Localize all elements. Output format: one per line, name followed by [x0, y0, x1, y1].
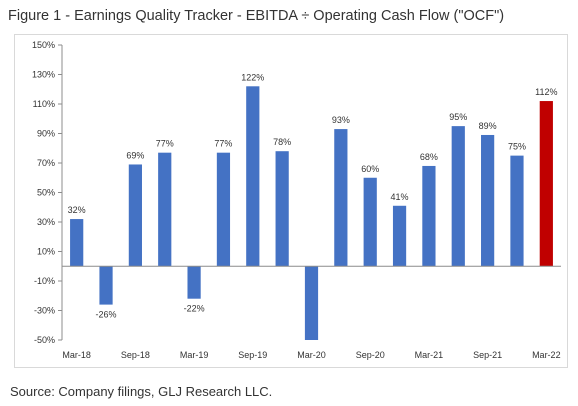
y-tick-label: 90% [37, 129, 55, 139]
data-label: 77% [156, 139, 174, 149]
x-tick-label: Sep-19 [238, 350, 267, 360]
y-tick-label: 150% [32, 40, 55, 50]
data-label: 95% [449, 112, 467, 122]
data-label: 41% [391, 192, 409, 202]
data-label: 69% [126, 150, 144, 160]
data-label: 122% [241, 72, 264, 82]
x-tick-label: Sep-21 [473, 350, 502, 360]
x-axis: Mar-18 Sep-18 Mar-19 Sep-19 Mar-20 Sep-20 Mar-… [62, 265, 561, 360]
y-tick-label: -10% [34, 276, 55, 286]
bar [334, 129, 348, 267]
y-tick-label: 10% [37, 247, 55, 257]
bar [422, 165, 436, 267]
bar [246, 86, 260, 267]
y-tick-label: -30% [34, 306, 55, 316]
bar [70, 219, 84, 267]
data-label: 68% [420, 152, 438, 162]
bar [451, 126, 465, 267]
bar [363, 177, 377, 267]
bar [392, 205, 407, 267]
x-tick-label: Mar-20 [297, 350, 326, 360]
y-tick-label: -50% [34, 335, 55, 345]
bar [539, 101, 553, 267]
bars: 32% -26% 69% 77% -22% 77% 122% 78% 93% 60% 41% 68% 9… [68, 72, 558, 340]
data-label: -26% [96, 310, 117, 320]
bar [158, 152, 172, 267]
y-tick-label: 50% [37, 188, 55, 198]
bar [481, 134, 495, 267]
data-label: 89% [479, 121, 497, 131]
data-label: 78% [273, 137, 291, 147]
data-label: 112% [535, 87, 557, 97]
x-tick-label: Mar-18 [62, 350, 91, 360]
bar [275, 151, 289, 267]
y-tick-label: 110% [33, 99, 55, 109]
chart-frame: -50% -30% -10% 10% 30% 50% 70% 90% 110% 130% 150% … [14, 34, 568, 368]
y-axis: -50% -30% -10% 10% 30% 50% 70% 90% 110% 130% 150% [32, 40, 63, 345]
x-tick-label: Mar-19 [180, 350, 209, 360]
figure-title: Figure 1 - Earnings Quality Tracker - EB… [8, 8, 505, 24]
data-label: 77% [214, 139, 232, 149]
data-label: 60% [361, 164, 379, 174]
y-tick-label: 130% [32, 70, 55, 80]
bar [304, 266, 319, 340]
y-tick-label: 70% [37, 158, 55, 168]
bar-chart: -50%-30%-10%10%30%50%70%90%110%130%150% … [32, 40, 561, 360]
y-tick-label: 30% [37, 217, 55, 227]
data-label: -22% [184, 304, 205, 314]
bar [128, 164, 142, 267]
data-label: 75% [508, 142, 526, 152]
bar [99, 266, 113, 305]
x-tick-label: Mar-21 [415, 350, 444, 360]
data-label: 93% [332, 115, 350, 125]
x-tick-label: Sep-20 [356, 350, 385, 360]
x-tick-label: Sep-18 [121, 350, 150, 360]
bar [510, 155, 524, 267]
x-tick-label: Mar-22 [532, 350, 561, 360]
source-note: Source: Company filings, GLJ Research LL… [10, 384, 273, 399]
data-label: 32% [68, 205, 86, 215]
bar [216, 152, 231, 267]
bar [187, 266, 201, 299]
